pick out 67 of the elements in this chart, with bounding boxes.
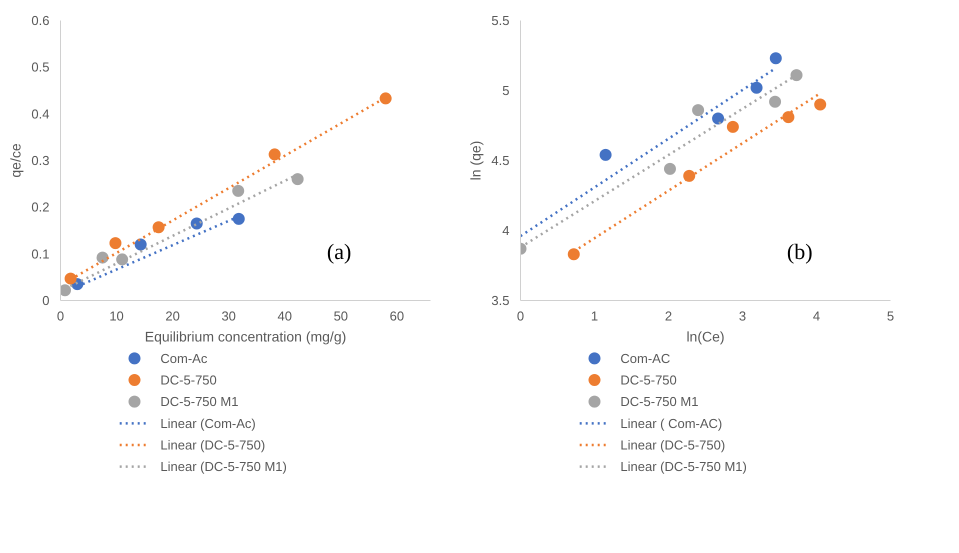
legend-label: Com-Ac (160, 350, 208, 366)
y-tick-label: 4.5 (491, 153, 510, 168)
point (814, 98, 826, 110)
point (782, 111, 794, 124)
point (380, 92, 392, 104)
point (770, 52, 782, 64)
x-axis-title: Equilibrium concentration (mg/g) (144, 328, 346, 344)
annotation: (a) (326, 239, 352, 264)
x-tick-label: 40 (278, 308, 292, 324)
legend-label: DC-5-750 M1 (620, 394, 698, 410)
point (109, 237, 122, 250)
point (692, 104, 704, 116)
x-tick-label: 0 (56, 308, 64, 324)
y-tick-label: 0.3 (31, 153, 50, 168)
point (750, 82, 763, 94)
x-tick-label: 5 (886, 308, 894, 324)
x-axis-title: ln(Ce) (686, 328, 725, 344)
y-tick-label: 0.2 (31, 200, 50, 215)
x-tick-label: 50 (334, 308, 348, 324)
x-tick-label: 1 (590, 308, 598, 324)
point (152, 221, 165, 234)
point (726, 120, 739, 133)
y-tick-label: 0.5 (31, 60, 50, 75)
y-axis-title: ln (qe) (467, 140, 484, 180)
y-tick-label: 5 (502, 83, 510, 98)
legend-label: Com-AC (620, 350, 670, 366)
x-tick-label: 0 (516, 308, 524, 324)
legend-label: Linear (DC-5-750) (160, 438, 266, 452)
point (64, 272, 77, 285)
point (712, 112, 724, 124)
x-tick-label: 60 (390, 308, 404, 324)
legend-label: DC-5-750 (160, 372, 217, 388)
y-tick-label: 0.1 (31, 246, 50, 262)
x-tick-label: 20 (165, 308, 180, 324)
point (96, 252, 109, 264)
legend-label: Linear (Com-Ac) (160, 416, 256, 431)
y-tick-label: 0.4 (31, 106, 50, 122)
point (116, 253, 128, 266)
x-tick-label: 10 (109, 308, 124, 324)
y-tick-label: 0.6 (31, 13, 50, 28)
point (568, 248, 580, 260)
point (664, 162, 676, 175)
y-tick-label: 4 (502, 223, 510, 238)
x-tick-label: 4 (812, 308, 820, 324)
y-tick-label: 5.5 (491, 13, 510, 28)
y-tick-label: 3.5 (491, 293, 510, 308)
x-tick-label: 3 (738, 308, 746, 324)
annotation: (b) (786, 239, 813, 264)
point (232, 212, 245, 225)
legend-label: Linear (DC-5-750 M1) (160, 459, 287, 474)
point (790, 69, 803, 82)
y-axis-title: qe/ce (7, 143, 24, 178)
legend-label: DC-5-750 (620, 372, 677, 388)
point (292, 173, 304, 186)
point (683, 170, 696, 182)
x-tick-label: 30 (221, 308, 236, 324)
legend-label: DC-5-750 M1 (160, 394, 238, 410)
y-tick-label: 0 (42, 293, 50, 308)
legend-label: Linear (DC-5-750) (620, 438, 726, 452)
point (769, 96, 782, 108)
x-tick-label: 2 (664, 308, 672, 324)
legend-label: Linear ( Com-AC) (620, 416, 722, 431)
point (268, 148, 281, 160)
point (600, 148, 612, 161)
point (134, 238, 147, 250)
point (232, 184, 244, 197)
legend-label: Linear (DC-5-750 M1) (620, 459, 747, 474)
